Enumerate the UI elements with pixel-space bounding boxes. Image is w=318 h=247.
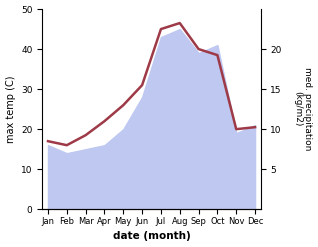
Y-axis label: max temp (C): max temp (C) bbox=[5, 75, 16, 143]
X-axis label: date (month): date (month) bbox=[113, 231, 190, 242]
Y-axis label: med. precipitation
(kg/m2): med. precipitation (kg/m2) bbox=[293, 67, 313, 151]
